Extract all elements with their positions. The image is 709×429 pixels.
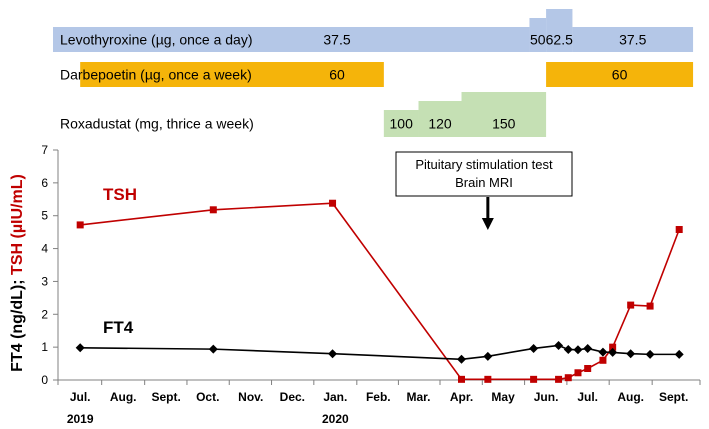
tsh-marker (609, 343, 617, 351)
x-tick-label: Dec. (280, 390, 305, 404)
dose-label: 150 (492, 116, 516, 132)
ft4-marker (75, 343, 85, 353)
annotation-line-1: Pituitary stimulation test (415, 157, 553, 172)
ft4-marker (483, 351, 493, 361)
dose-label: 37.5 (619, 32, 646, 48)
x-tick-label: Mar. (407, 390, 431, 404)
ft4-marker (208, 344, 218, 354)
tsh-marker (646, 302, 654, 310)
tsh-marker (599, 356, 607, 364)
x-tick-label: Feb. (366, 390, 391, 404)
x-tick-label: Sept. (151, 390, 180, 404)
ft4-marker (573, 345, 583, 355)
annotation-box (395, 151, 573, 197)
y-tick-label: 6 (41, 176, 48, 190)
dose-label: 37.5 (323, 32, 350, 48)
dose-label: 62.5 (546, 32, 573, 48)
ft4-marker (674, 349, 684, 359)
treatment-bar-segment (383, 110, 419, 137)
tsh-marker (555, 375, 563, 383)
dose-label: 120 (428, 116, 452, 132)
ft4-marker (608, 347, 618, 357)
x-tick-label: Jul. (70, 390, 91, 404)
treatment-bar-segment (546, 62, 694, 87)
annotation: Pituitary stimulation test Brain MRI (395, 151, 573, 230)
tsh-marker (209, 206, 217, 214)
treatment-bars: 37.5 50 62.5 37.5 Levothyroxine (µg, once a … (53, 9, 694, 137)
treatment-label: Levothyroxine (µg, once a day) (60, 32, 253, 48)
ft4-marker (626, 349, 636, 359)
ft4-marker (563, 344, 573, 354)
y-axis-title-tsh: TSH (µIU/mL) (9, 174, 26, 275)
annotation-line-2: Brain MRI (455, 175, 513, 190)
tsh-marker (574, 369, 582, 377)
year-label: 2019 (67, 412, 94, 426)
dose-label: 50 (530, 32, 546, 48)
x-tick-label: Nov. (238, 390, 263, 404)
ft4-marker (457, 354, 467, 364)
tsh-marker (484, 375, 492, 383)
series-label-tsh: TSH (103, 185, 137, 204)
year-label: 2020 (322, 412, 349, 426)
x-tick-label: Sept. (659, 390, 688, 404)
tsh-marker (458, 375, 466, 383)
treatment-bar-segment (529, 18, 547, 52)
x-tick-label: Aug. (617, 390, 644, 404)
annotation-arrow-head (481, 218, 494, 230)
y-tick-label: 2 (41, 307, 48, 321)
y-tick-label: 0 (41, 373, 48, 387)
x-tick-label: Apr. (450, 390, 473, 404)
chart-series: TSH FT4 (75, 185, 684, 383)
treatment-label: Darbepoetin (µg, once a week) (60, 67, 252, 83)
x-tick-label: Aug. (110, 390, 137, 404)
treatment-bar-segment (418, 101, 462, 137)
y-tick-label: 5 (41, 209, 48, 223)
tsh-marker (627, 301, 635, 309)
dose-label: 100 (390, 116, 414, 132)
ft4-marker (529, 343, 539, 353)
chart-axes: 0 1 2 3 4 5 6 7 Jul. Aug. Sept. Oct. Nov. Dec. Jan. Feb… (9, 143, 701, 426)
x-tick-label: May (491, 390, 515, 404)
tsh-marker (675, 226, 683, 234)
tsh-marker (564, 374, 572, 382)
tsh-marker (329, 199, 337, 207)
x-tick-label: Jan. (323, 390, 347, 404)
ft4-marker (554, 341, 564, 350)
dose-label: 60 (329, 67, 345, 83)
y-tick-label: 1 (41, 340, 48, 354)
treatment-bar-segment (80, 62, 384, 87)
treatment-bar-segment (546, 9, 573, 52)
ft4-marker (328, 349, 338, 359)
y-tick-label: 4 (41, 242, 48, 256)
ft4-marker (598, 347, 608, 357)
ft4-marker (583, 343, 593, 353)
treatment-bar-segment (572, 27, 694, 52)
y-axis-title: FT4 (ng/dL); TSH (µIU/mL) (9, 174, 26, 372)
x-tick-label: Oct. (196, 390, 219, 404)
ft4-marker (645, 349, 655, 359)
tsh-marker (76, 221, 84, 229)
tsh-marker (584, 365, 592, 372)
treatment-bar-segment (461, 92, 547, 137)
dose-label: 60 (612, 67, 628, 83)
y-axis-title-ft4: FT4 (ng/dL); (9, 275, 26, 372)
x-tick-label: Jul. (577, 390, 598, 404)
series-line-tsh (80, 202, 680, 381)
y-tick-label: 7 (41, 143, 48, 157)
y-tick-label: 3 (41, 274, 48, 288)
treatment-label: Roxadustat (mg, thrice a week) (60, 116, 254, 132)
treatment-bar-segment (53, 27, 530, 52)
series-label-ft4: FT4 (103, 318, 134, 337)
tsh-marker (530, 375, 538, 383)
x-tick-label: Jun. (534, 390, 559, 404)
